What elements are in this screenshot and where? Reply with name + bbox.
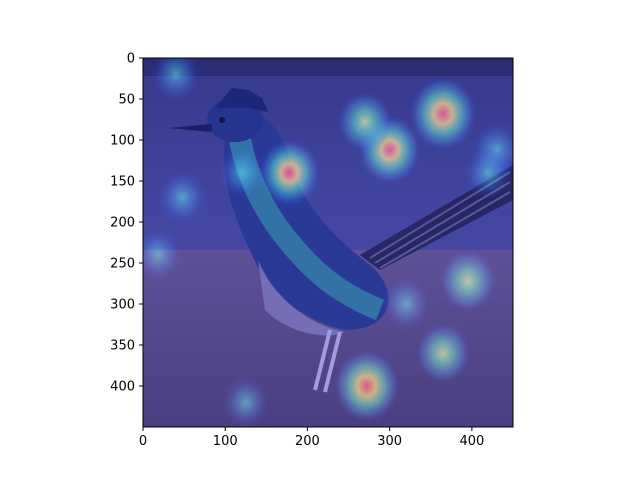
heatmap-hotspot (143, 228, 182, 281)
heatmap-hotspot (333, 349, 400, 423)
y-axis: 0 50 100 150 200 250 300 350 400 (110, 52, 143, 395)
y-tick-label: 300 (110, 298, 135, 313)
x-tick-label: 300 (377, 434, 402, 449)
heatmap-hotspot (158, 170, 207, 225)
bird-eye (219, 117, 225, 123)
bird-belly (258, 260, 345, 336)
x-tick-label: 200 (295, 434, 320, 449)
heatmap-hotspot (463, 145, 513, 200)
x-tick-label: 100 (213, 434, 238, 449)
y-tick-label: 150 (110, 175, 135, 190)
colormap-tint (143, 58, 513, 427)
heatmap-hotspot (415, 322, 471, 384)
y-tick-label: 200 (110, 216, 135, 231)
bird-head (207, 98, 263, 142)
heatmap-hotspot (409, 76, 478, 152)
heatmap-hotspot (150, 58, 202, 103)
bird-beak (168, 124, 212, 132)
x-tick-label: 400 (459, 434, 484, 449)
bird-legs (313, 329, 342, 393)
heatmap-hotspot (439, 249, 497, 313)
x-tick-label: 0 (139, 434, 147, 449)
top-dark-band (143, 58, 513, 76)
bird-crest (215, 88, 268, 112)
x-axis: 0 100 200 300 400 (139, 427, 484, 449)
y-tick-label: 250 (110, 257, 135, 272)
heatmap-hotspot (258, 138, 321, 207)
y-tick-label: 400 (110, 380, 135, 395)
axes-frame (142, 57, 514, 428)
heatmap-hotspot (337, 91, 393, 153)
y-tick-label: 0 (127, 52, 135, 67)
heatmap-hotspot (218, 146, 266, 199)
y-tick-label: 100 (110, 134, 135, 149)
plot-area (143, 58, 513, 427)
heatmap-overlay (143, 58, 513, 427)
heatmap-hotspot (222, 376, 270, 427)
y-tick-label: 50 (118, 93, 135, 108)
heatmap-hotspot (381, 277, 431, 331)
y-tick-label: 350 (110, 339, 135, 354)
